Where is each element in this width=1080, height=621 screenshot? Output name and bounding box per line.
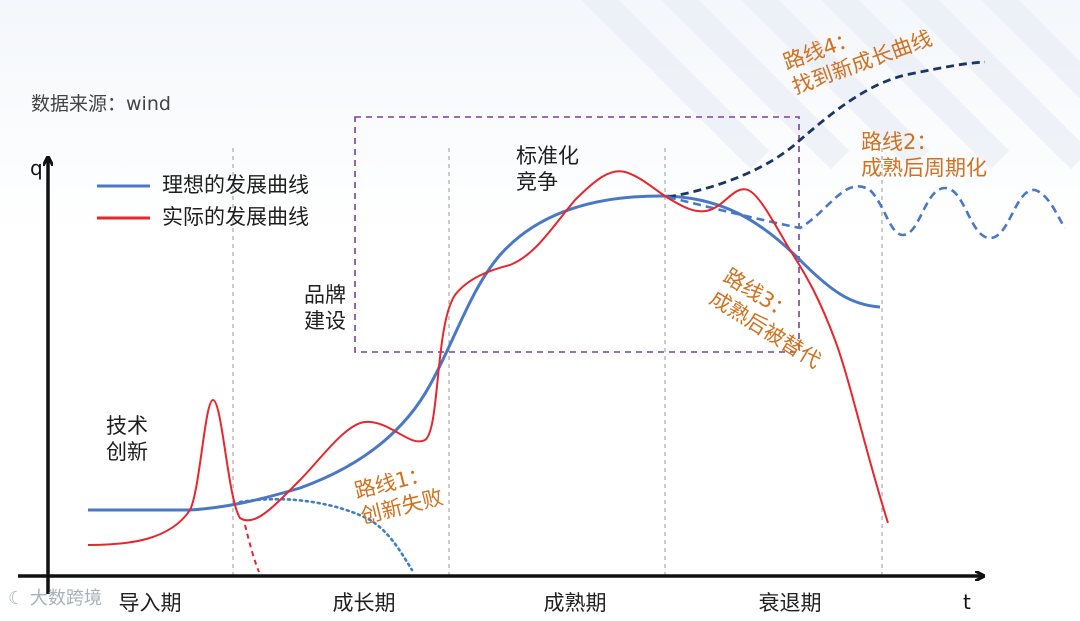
route2-label: 路线2： 成熟后周期化 <box>861 130 987 180</box>
x-axis-label: t <box>963 590 971 614</box>
phase-growth: 成长期 <box>332 591 396 615</box>
tech-innovation-label: 技术 创新 <box>106 414 148 465</box>
actual-curve <box>87 170 889 546</box>
legend-label-ideal: 理想的发展曲线 <box>162 173 309 197</box>
legend-label-actual: 实际的发展曲线 <box>162 205 309 229</box>
phase-maturity: 成熟期 <box>543 591 607 615</box>
highlight-box <box>354 116 800 353</box>
failure-tail-curve <box>244 524 260 573</box>
route4-curve <box>667 60 986 199</box>
phase-introduction: 导入期 <box>118 591 182 615</box>
watermark-icon: ☾ <box>8 588 30 609</box>
phase-dividers <box>232 148 883 576</box>
route1-curve <box>238 497 414 572</box>
route2-curve <box>667 185 1067 240</box>
brand-building-label: 品牌 建设 <box>304 283 346 334</box>
y-axis-label: q <box>30 156 43 180</box>
data-source-label: 数据来源：wind <box>31 93 171 115</box>
standardized-competition-label: 标准化 竞争 <box>516 144 579 195</box>
phase-decline: 衰退期 <box>758 591 822 615</box>
ideal-curve <box>88 194 881 512</box>
watermark-logo: ☾ 大数跨境 <box>8 588 102 609</box>
